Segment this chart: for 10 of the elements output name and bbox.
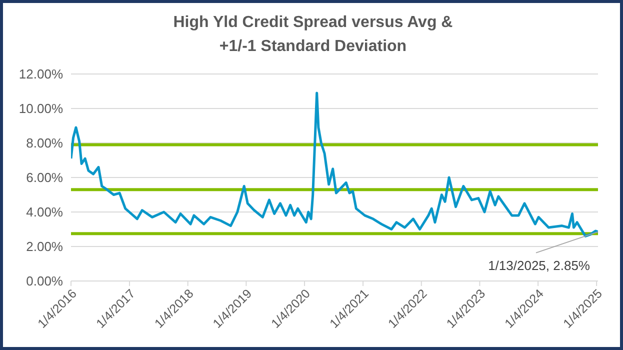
annotation: 1/13/2025, 2.85% <box>488 258 590 273</box>
y-tick-label: 4.00% <box>26 204 64 220</box>
y-tick-label: 0.00% <box>26 274 64 289</box>
chart-title: High Yld Credit Spread versus Avg & +1/-1 Standard Deviation <box>172 13 454 57</box>
line-series <box>71 92 598 238</box>
y-tick-label: 8.00% <box>26 136 64 151</box>
y-tick-label: 10.00% <box>18 101 64 116</box>
y-tick-label: 6.00% <box>26 170 64 186</box>
y-tick-label: 2.00% <box>26 239 64 254</box>
y-tick-label: 12.00% <box>18 66 64 82</box>
